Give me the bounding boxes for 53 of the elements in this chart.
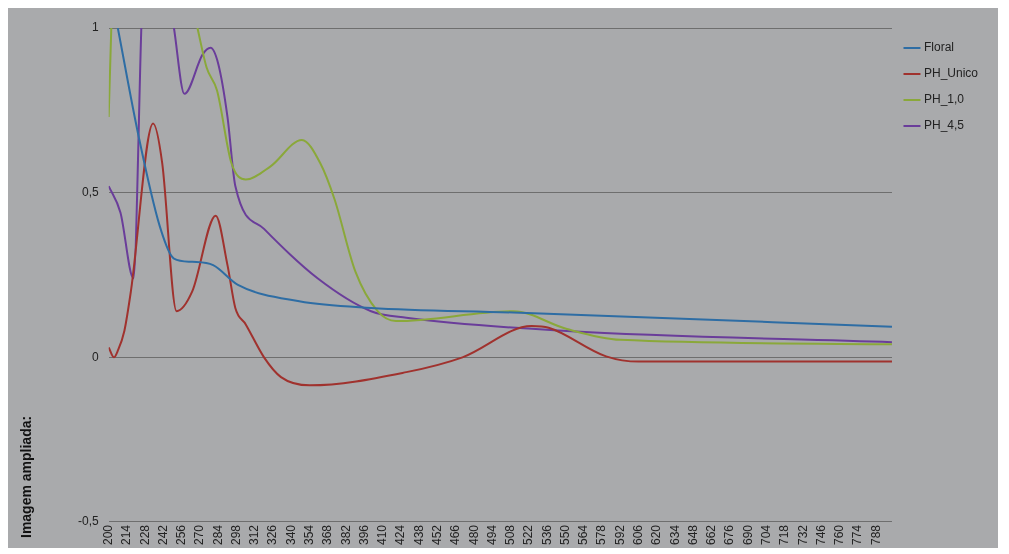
x-tick-label: 760 — [832, 524, 847, 546]
x-tick-label: 242 — [155, 524, 170, 546]
x-tick-label: 578 — [594, 524, 609, 546]
x-tick-label: 718 — [777, 524, 792, 546]
x-tick-label: 256 — [174, 524, 189, 546]
x-tick-label: 312 — [247, 524, 262, 546]
x-tick-label: 774 — [850, 524, 865, 546]
x-tick-label: 438 — [411, 524, 426, 546]
x-tick-label: 662 — [704, 524, 719, 546]
x-tick-label: 452 — [429, 524, 444, 546]
x-tick-label: 480 — [466, 524, 481, 546]
x-tick-label: 466 — [448, 524, 463, 546]
legend-label: PH_4,5 — [923, 118, 965, 133]
legend-label: PH_Unico — [923, 66, 979, 81]
x-tick-label: 298 — [228, 524, 243, 546]
x-tick-label: 424 — [393, 524, 408, 546]
x-tick-label: 200 — [100, 524, 115, 546]
x-tick-label: 746 — [813, 524, 828, 546]
y-tick-label: 0 — [91, 349, 99, 364]
x-tick-label: 690 — [740, 524, 755, 546]
legend-label: PH_1,0 — [923, 92, 965, 107]
x-tick-label: 410 — [375, 524, 390, 546]
x-tick-label: 354 — [302, 524, 317, 546]
x-tick-label: 340 — [283, 524, 298, 546]
x-tick-label: 494 — [484, 524, 499, 546]
y-tick-label: -0,5 — [77, 514, 99, 529]
legend-label: Floral — [923, 40, 954, 55]
x-tick-label: 634 — [667, 524, 682, 546]
x-tick-label: 228 — [137, 524, 152, 546]
line-series — [108, 122, 892, 387]
x-tick-label: 788 — [868, 524, 883, 546]
y-tick-label: 0,5 — [81, 184, 99, 199]
x-tick-label: 620 — [649, 524, 664, 546]
x-tick-label: 606 — [631, 524, 646, 546]
x-tick-label: 732 — [795, 524, 810, 546]
x-tick-label: 550 — [557, 524, 572, 546]
x-tick-label: 284 — [210, 524, 225, 546]
x-tick-label: 396 — [356, 524, 371, 546]
x-tick-label: 536 — [539, 524, 554, 546]
x-tick-label: 676 — [722, 524, 737, 546]
x-tick-label: 382 — [338, 524, 353, 546]
x-tick-label: 564 — [576, 524, 591, 546]
x-tick-label: 270 — [192, 524, 207, 546]
x-tick-label: 326 — [265, 524, 280, 546]
x-tick-label: 368 — [320, 524, 335, 546]
text: Imagem ampliada: — [18, 415, 34, 538]
x-tick-label: 508 — [503, 524, 518, 546]
y-tick-label: 1 — [91, 20, 99, 35]
x-tick-label: 522 — [521, 524, 536, 546]
x-tick-label: 648 — [685, 524, 700, 546]
x-tick-label: 592 — [612, 524, 627, 546]
x-tick-label: 704 — [758, 524, 773, 546]
x-tick-label: 214 — [119, 524, 134, 546]
